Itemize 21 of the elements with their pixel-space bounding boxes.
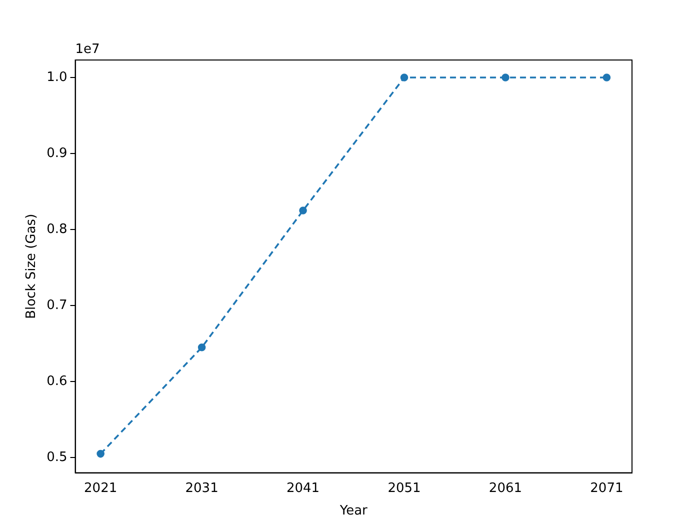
x-tick-label: 2051 <box>388 480 421 496</box>
x-tick-label: 2041 <box>286 480 320 496</box>
point <box>96 450 104 458</box>
x-tick-label: 2031 <box>185 480 218 496</box>
point <box>198 343 206 352</box>
point <box>400 74 408 82</box>
point <box>602 74 611 82</box>
y-tick-label: 0.9 <box>46 146 68 161</box>
x-tick-label: 2021 <box>84 480 118 496</box>
point <box>502 74 510 82</box>
y-axis-title: Block Size (Gas) <box>24 214 40 319</box>
y-tick-label: 0.6 <box>46 374 68 389</box>
y-tick-label: 0.7 <box>46 298 68 313</box>
point <box>299 206 307 214</box>
y-tick-label: 0.8 <box>46 222 68 237</box>
x-axis-title: Year <box>338 504 368 519</box>
text: 1e7 <box>75 42 100 57</box>
y-tick-label: 0.5 <box>46 450 68 465</box>
x-tick-label: 2071 <box>590 480 624 496</box>
y-tick-label: 1.0 <box>46 70 68 85</box>
x-tick-label: 2061 <box>488 480 522 496</box>
